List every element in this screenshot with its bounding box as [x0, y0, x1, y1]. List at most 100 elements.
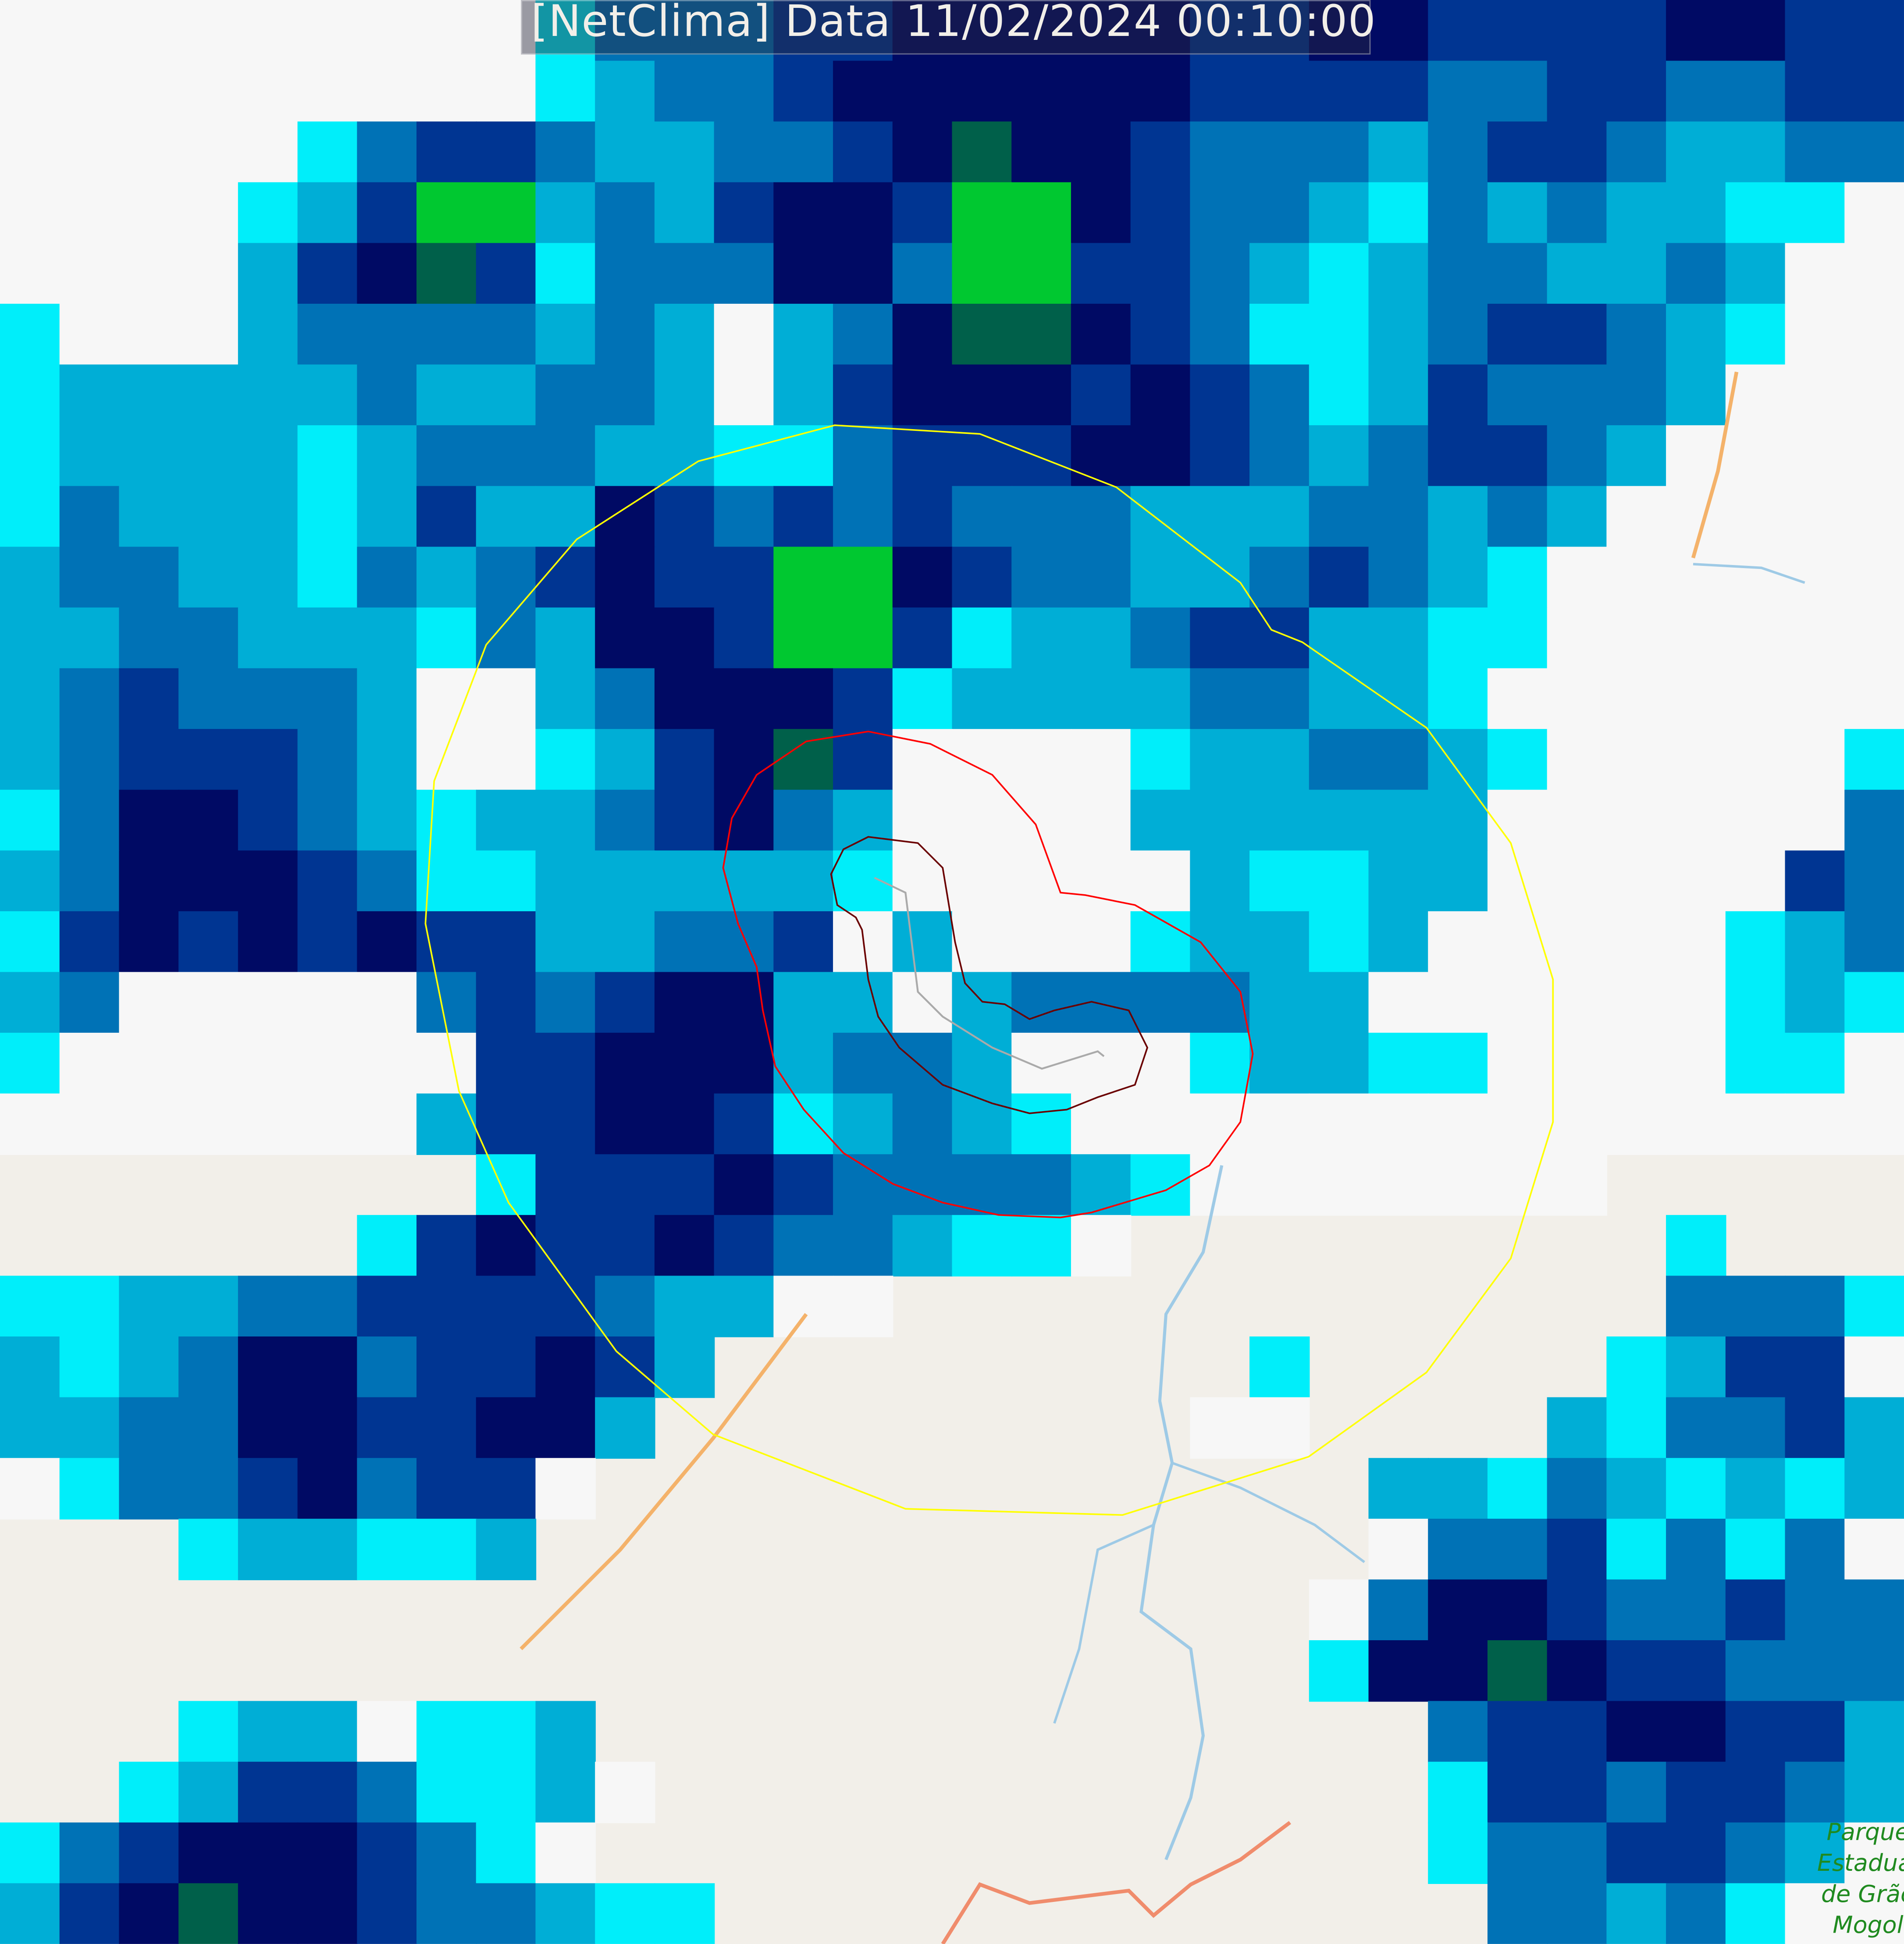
radar-cell — [1190, 729, 1250, 791]
radar-cell — [714, 1276, 775, 1337]
radar-cell — [119, 911, 179, 973]
radar-cell — [238, 0, 299, 62]
radar-cell — [357, 303, 417, 366]
radar-cell — [833, 1276, 893, 1337]
radar-cell — [59, 1822, 120, 1884]
radar-cell — [1547, 1762, 1608, 1823]
radar-cell — [119, 486, 179, 548]
radar-cell — [714, 425, 775, 487]
radar-cell — [1190, 1154, 1250, 1216]
radar-cell — [178, 1518, 239, 1581]
radar-cell — [1666, 668, 1726, 730]
radar-cell — [1011, 364, 1072, 426]
radar-cell — [773, 303, 834, 366]
radar-cell — [59, 1458, 120, 1520]
radar-cell — [892, 547, 953, 608]
river — [1171, 1461, 1365, 1564]
radar-cell — [1666, 243, 1726, 305]
radar-cell — [416, 243, 477, 305]
radar-cell — [773, 243, 834, 305]
radar-cell — [1606, 1701, 1667, 1763]
park-label-line: Mogol — [1833, 1912, 1904, 1939]
radar-cell — [238, 364, 299, 426]
radar-cell — [1428, 729, 1488, 791]
radar-cell — [1785, 1701, 1845, 1763]
radar-cell — [1487, 1093, 1548, 1155]
radar-cell — [1666, 1458, 1726, 1520]
radar-cell — [178, 850, 239, 912]
radar-cell — [1249, 850, 1310, 912]
radar-cell — [1011, 1033, 1072, 1095]
radar-cell — [476, 425, 537, 487]
radar-cell — [0, 486, 61, 548]
radar-cell — [0, 1093, 61, 1155]
radar-cell — [535, 547, 596, 608]
radar-cell — [1547, 425, 1608, 487]
radar-cell — [357, 243, 417, 305]
radar-cell — [1011, 182, 1072, 244]
radar-cell — [0, 121, 61, 183]
radar-cell — [952, 607, 1012, 669]
radar-cell — [1606, 1883, 1667, 1944]
radar-cell — [714, 243, 775, 305]
radar-cell — [119, 1336, 179, 1398]
radar-cell — [357, 1397, 417, 1459]
radar-cell — [892, 789, 953, 851]
radar-cell — [1547, 1701, 1608, 1763]
radar-cell — [1249, 1336, 1310, 1398]
radar-cell — [1785, 60, 1845, 122]
radar-cell — [1844, 1397, 1904, 1459]
radar-cell — [892, 364, 953, 426]
radar-cell — [1785, 850, 1845, 912]
road — [520, 1313, 808, 1650]
radar-cell — [297, 1701, 358, 1763]
radar-cell — [178, 1336, 239, 1398]
radar-cell — [238, 1762, 299, 1823]
radar-cell — [1666, 789, 1726, 851]
radar-cell — [1368, 1093, 1429, 1155]
radar-cell — [1547, 121, 1608, 183]
radar-cell — [1071, 1093, 1132, 1155]
radar-cell — [1606, 789, 1667, 851]
radar-cell — [1547, 729, 1608, 791]
radar-cell — [773, 547, 834, 608]
radar-cell — [416, 1518, 477, 1581]
radar-cell — [476, 243, 537, 305]
radar-cell — [59, 789, 120, 851]
radar-cell — [1666, 1276, 1726, 1337]
radar-cell — [1547, 303, 1608, 366]
radar-cell — [773, 1154, 834, 1216]
radar-cell — [1785, 1033, 1845, 1095]
radar-cell — [476, 1458, 537, 1520]
radar-cell — [1309, 850, 1370, 912]
radar-cell — [178, 364, 239, 426]
radar-cell — [238, 607, 299, 669]
radar-cell — [535, 1701, 596, 1763]
radar-cell — [1725, 0, 1786, 62]
radar-cell — [476, 972, 537, 1034]
radar-cell — [1547, 1518, 1608, 1581]
radar-cell — [1785, 0, 1845, 62]
radar-cell — [297, 972, 358, 1034]
radar-cell — [1844, 243, 1904, 305]
radar-cell — [1368, 850, 1429, 912]
radar-cell — [119, 60, 179, 122]
radar-cell — [297, 1093, 358, 1155]
radar-cell — [1190, 972, 1250, 1034]
radar-cell — [1785, 1397, 1845, 1459]
radar-cell — [0, 1276, 61, 1337]
radar-cell — [595, 850, 655, 912]
radar-cell — [833, 60, 893, 122]
radar-cell — [1606, 1336, 1667, 1398]
radar-cell — [476, 1883, 537, 1944]
radar-cell — [1666, 121, 1726, 183]
radar-cell — [595, 425, 655, 487]
radar-cell — [297, 364, 358, 426]
radar-cell — [416, 425, 477, 487]
radar-cell — [1606, 1093, 1667, 1155]
radar-cell — [1368, 1033, 1429, 1095]
radar-cell — [238, 1701, 299, 1763]
radar-cell — [0, 972, 61, 1034]
